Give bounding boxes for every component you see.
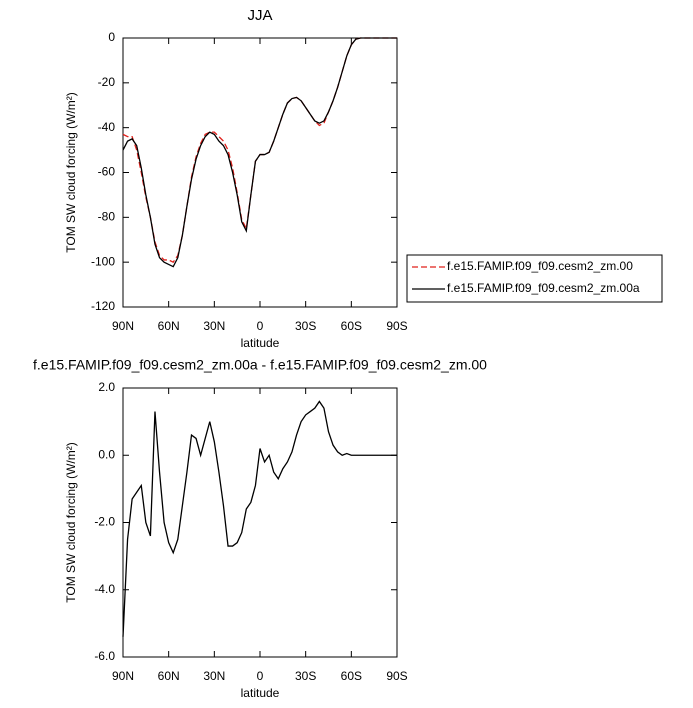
legend-box bbox=[406, 254, 663, 303]
x-tick-label: 30S bbox=[295, 669, 316, 683]
legend-label: f.e15.FAMIP.f09_f09.cesm2_zm.00a bbox=[447, 281, 640, 295]
y-tick-label: 0 bbox=[108, 30, 115, 44]
x-tick-label: 90N bbox=[112, 669, 134, 683]
data-line bbox=[122, 37, 397, 264]
x-tick-label: 0 bbox=[257, 669, 264, 683]
x-tick-label: 90N bbox=[112, 319, 134, 333]
legend-label: f.e15.FAMIP.f09_f09.cesm2_zm.00 bbox=[447, 259, 633, 273]
chart-title: f.e15.FAMIP.f09_f09.cesm2_zm.00a - f.e15… bbox=[33, 357, 487, 373]
x-tick-label: 60N bbox=[158, 669, 180, 683]
data-line bbox=[122, 37, 397, 268]
y-tick-label: -20 bbox=[98, 75, 116, 89]
y-tick-label: -120 bbox=[91, 299, 115, 313]
x-tick-label: 90S bbox=[386, 669, 407, 683]
data-line bbox=[122, 400, 397, 637]
x-tick-label: 90S bbox=[386, 319, 407, 333]
y-tick-label: -6.0 bbox=[94, 649, 115, 663]
y-tick-label: -100 bbox=[91, 254, 115, 268]
y-tick-label: -4.0 bbox=[94, 582, 115, 596]
y-tick-label: -40 bbox=[98, 120, 116, 134]
x-tick-label: 60N bbox=[158, 319, 180, 333]
y-tick-label: -60 bbox=[98, 165, 116, 179]
y-axis-label: TOM SW cloud forcing (W/m²) bbox=[64, 92, 78, 252]
plot-frame bbox=[122, 37, 398, 308]
y-tick-label: -80 bbox=[98, 210, 116, 224]
x-tick-label: 60S bbox=[341, 669, 362, 683]
x-tick-label: 30S bbox=[295, 319, 316, 333]
y-tick-label: -2.0 bbox=[94, 515, 115, 529]
x-tick-label: 30N bbox=[203, 319, 225, 333]
x-tick-label: 60S bbox=[341, 319, 362, 333]
y-tick-label: 2.0 bbox=[98, 380, 115, 394]
y-axis-label: TOM SW cloud forcing (W/m²) bbox=[64, 442, 78, 602]
x-axis-label: latitude bbox=[241, 336, 280, 350]
x-axis-label: latitude bbox=[241, 686, 280, 700]
x-tick-label: 0 bbox=[257, 319, 264, 333]
chart-title: JJA bbox=[247, 7, 272, 24]
y-tick-label: 0.0 bbox=[98, 447, 115, 461]
x-tick-label: 30N bbox=[203, 669, 225, 683]
